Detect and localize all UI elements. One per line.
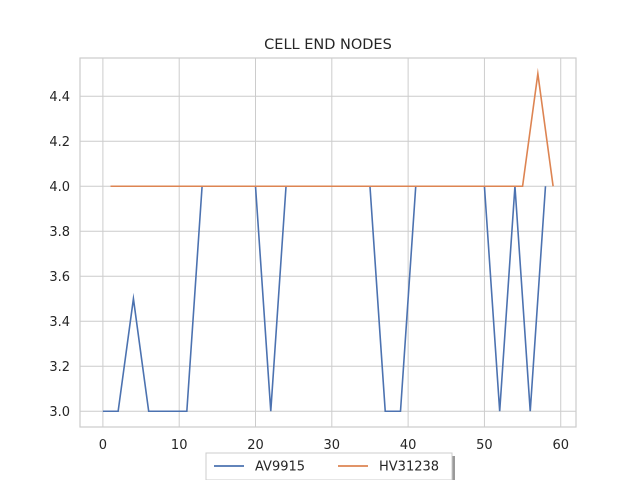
legend-box [205, 452, 453, 480]
x-tick-label: 20 [247, 438, 264, 453]
plot-area [80, 58, 576, 427]
x-tick-label: 10 [171, 438, 188, 453]
series-line-hv31238 [110, 67, 554, 188]
y-tick-label: 4.0 [49, 180, 70, 195]
y-tick-label: 3.2 [49, 360, 70, 375]
plot-frame [79, 57, 577, 428]
series-layer [102, 67, 554, 413]
x-tick-label: 0 [99, 438, 107, 453]
y-tick-label: 3.8 [49, 225, 70, 240]
y-tick-label: 3.4 [49, 315, 70, 330]
legend: AV9915 HV31238 [205, 452, 455, 480]
x-tick-label: 40 [400, 438, 417, 453]
legend-label: AV9915 [255, 460, 305, 475]
y-tick-label: 4.4 [49, 90, 70, 105]
legend-label: HV31238 [379, 460, 439, 475]
y-tick-label: 3.0 [49, 405, 70, 420]
x-tick-label: 30 [324, 438, 341, 453]
grid-layer [80, 58, 576, 427]
x-tick-label: 50 [476, 438, 493, 453]
x-tick-label: 60 [552, 438, 569, 453]
y-tick-label: 4.2 [49, 135, 70, 150]
chart-title: CELL END NODES [264, 37, 392, 53]
axis-layer: 0 10 20 30 40 50 60 3.0 3.2 3.4 3.6 3.8 4.0 4.2 4.4 [49, 57, 577, 453]
y-tick-label: 3.6 [49, 270, 70, 285]
